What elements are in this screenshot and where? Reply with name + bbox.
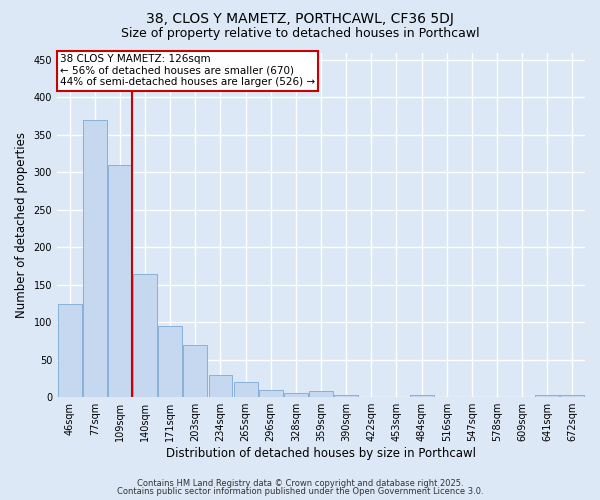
Bar	[184, 345, 207, 397]
Bar	[309, 391, 333, 397]
Bar	[58, 304, 82, 397]
Bar	[334, 395, 358, 397]
Bar	[83, 120, 107, 397]
Bar	[259, 390, 283, 397]
Text: Contains HM Land Registry data © Crown copyright and database right 2025.: Contains HM Land Registry data © Crown c…	[137, 478, 463, 488]
X-axis label: Distribution of detached houses by size in Porthcawl: Distribution of detached houses by size …	[166, 447, 476, 460]
Bar	[133, 274, 157, 397]
Text: 38 CLOS Y MAMETZ: 126sqm
← 56% of detached houses are smaller (670)
44% of semi-: 38 CLOS Y MAMETZ: 126sqm ← 56% of detach…	[59, 54, 315, 88]
Bar	[158, 326, 182, 397]
Bar	[410, 395, 434, 397]
Bar	[535, 395, 559, 397]
Text: Contains public sector information published under the Open Government Licence 3: Contains public sector information publi…	[116, 487, 484, 496]
Bar	[209, 374, 232, 397]
Text: Size of property relative to detached houses in Porthcawl: Size of property relative to detached ho…	[121, 28, 479, 40]
Bar	[108, 165, 132, 397]
Bar	[233, 382, 257, 397]
Text: 38, CLOS Y MAMETZ, PORTHCAWL, CF36 5DJ: 38, CLOS Y MAMETZ, PORTHCAWL, CF36 5DJ	[146, 12, 454, 26]
Bar	[560, 395, 584, 397]
Bar	[284, 392, 308, 397]
Y-axis label: Number of detached properties: Number of detached properties	[15, 132, 28, 318]
